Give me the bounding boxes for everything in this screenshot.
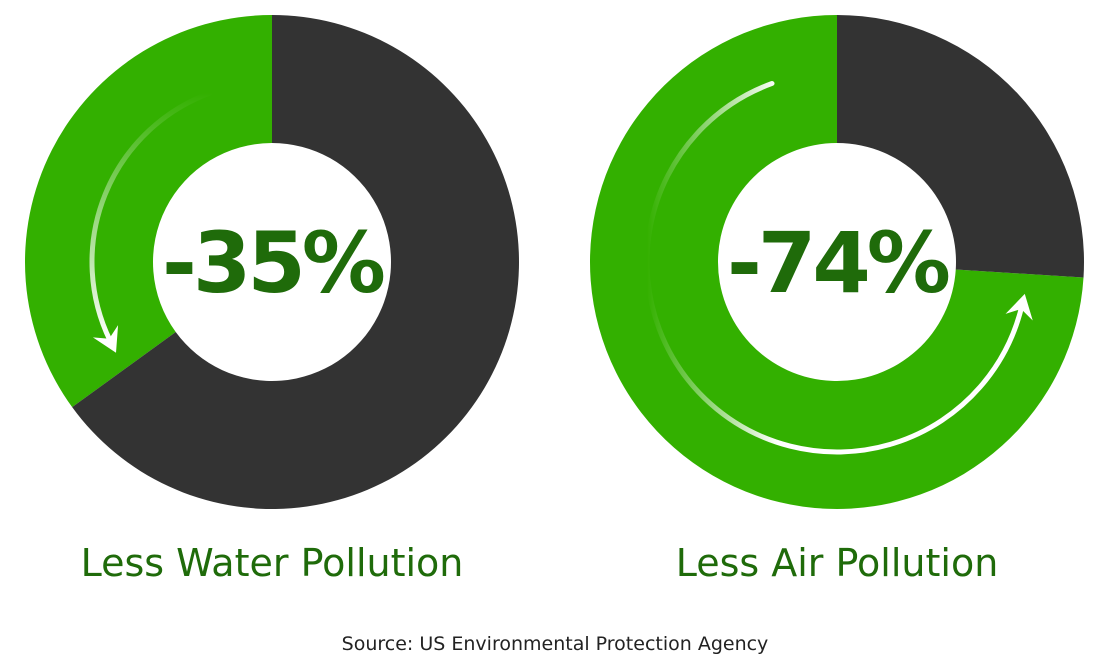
center-value-water: -35% (162, 214, 384, 312)
donut-chart-water-pollution: -35% Less Water Pollution (25, 15, 520, 585)
chart-label-water: Less Water Pollution (81, 541, 464, 585)
donut-arrow-air (644, 80, 1025, 455)
chart-label-air: Less Air Pollution (676, 541, 999, 585)
donut-arrow-water (89, 90, 213, 344)
donut-arrowhead-air (1005, 293, 1033, 321)
center-value-air: -74% (727, 214, 949, 312)
donut-slice-water-green (25, 15, 272, 408)
donut-chart-air-pollution: -74% Less Air Pollution (590, 15, 1084, 585)
donut-slice-water-dark (72, 15, 520, 509)
donut-arrowhead-water (92, 325, 119, 353)
donut-slice-air-green (590, 15, 1084, 509)
donut-slice-air-dark (837, 15, 1084, 278)
source-credit: Source: US Environmental Protection Agen… (342, 633, 769, 655)
